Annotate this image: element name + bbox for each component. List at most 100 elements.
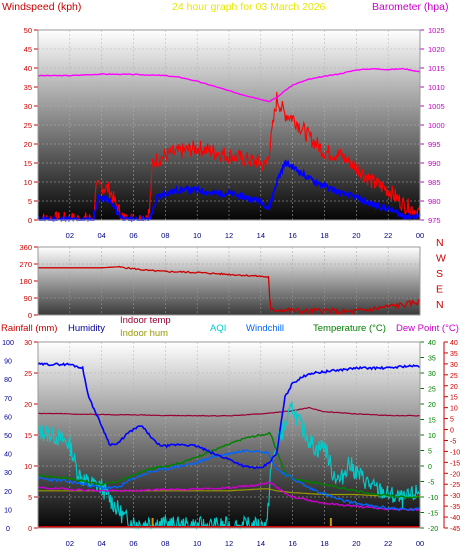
x-tick-label: 06 [129, 539, 137, 548]
series-dew-point [37, 481, 421, 512]
series-wind-average [37, 159, 421, 223]
barometer-y-axis: 975 980 985 990 995 1000 1005 1010 1015 1020 1025 [420, 26, 445, 225]
x-tick-label: 12 [225, 539, 233, 548]
legend-rainfall: Rainfall (mm) [1, 323, 57, 334]
y-tick-label: 270 [19, 260, 32, 269]
dew-tick-label: -40 [450, 515, 460, 522]
dew-tick-label: 40 [450, 340, 458, 347]
x-tick-label: 16 [288, 231, 296, 240]
dew-tick-label: 0 [450, 428, 454, 435]
dew-tick-label: 15 [450, 395, 458, 402]
temp-axes: 0102030405060708090100051015202530-20-15… [2, 340, 460, 533]
x-tick-label: 18 [320, 539, 328, 548]
temp-series [37, 362, 421, 531]
direction-series [38, 265, 421, 316]
y-tick-label: 980 [428, 197, 441, 206]
x-tick-label: 08 [161, 231, 169, 240]
dew-tick-label: 10 [450, 406, 458, 413]
y-tick-label: 1000 [428, 121, 445, 130]
y-tick-label: 1020 [428, 45, 445, 54]
humidity-tick-label: 30 [4, 470, 12, 477]
dew-tick-label: -10 [450, 449, 460, 456]
humidity-tick-label: 50 [4, 433, 12, 440]
series-barometer [37, 67, 421, 103]
compass-label: W [436, 253, 446, 265]
rain-tick-label: 0 [28, 526, 32, 533]
x-tick-label: 02 [66, 539, 74, 548]
temp-tick-label: -20 [428, 526, 438, 533]
y-tick-label: 360 [19, 243, 32, 252]
y-tick-label: 1010 [428, 83, 445, 92]
y-tick-label: 5 [28, 197, 32, 206]
humidity-tick-label: 40 [4, 452, 12, 459]
temp-tick-label: 0 [428, 464, 432, 471]
x-tick-label: 22 [384, 231, 392, 240]
y-tick-label: 10 [24, 178, 32, 187]
y-tick-label: 0 [28, 311, 32, 320]
temp-tick-label: 30 [428, 371, 436, 378]
y-tick-label: 15 [24, 159, 32, 168]
legend-indoor-hum: Indoor hum [120, 328, 168, 339]
series-wind-direction [38, 265, 421, 316]
y-tick-label: 975 [428, 216, 441, 225]
y-tick-label: 20 [24, 140, 32, 149]
rain-tick-label: 25 [24, 371, 32, 378]
humidity-tick-label: 100 [2, 340, 14, 347]
x-tick-label: 00 [416, 539, 424, 548]
humidity-tick-label: 0 [6, 526, 10, 533]
dew-tick-label: 35 [450, 351, 458, 358]
dew-tick-label: 25 [450, 373, 458, 380]
rain-tick-label: 10 [24, 464, 32, 471]
x-tick-label: 12 [225, 231, 233, 240]
direction-gridlines [38, 246, 420, 316]
dew-tick-label: -5 [450, 438, 456, 445]
y-tick-label: 1025 [428, 26, 445, 35]
x-tick-label: 10 [193, 231, 201, 240]
dew-tick-label: 5 [450, 417, 454, 424]
x-tick-label: 10 [193, 539, 201, 548]
y-tick-label: 1015 [428, 64, 445, 73]
x-tick-label: 06 [129, 231, 137, 240]
y-tick-label: 995 [428, 140, 441, 149]
y-tick-label: 0 [28, 216, 32, 225]
humidity-tick-label: 80 [4, 377, 12, 384]
temp-tick-label: -15 [428, 511, 438, 518]
x-tick-label: 14 [257, 231, 265, 240]
series-temperature [38, 432, 421, 499]
legend-aqi: AQI [210, 323, 226, 334]
rain-tick-label: 5 [28, 495, 32, 502]
temp-tick-label: 15 [428, 418, 436, 425]
x-tick-label: 08 [161, 539, 169, 548]
x-tick-label: 20 [352, 231, 360, 240]
humidity-tick-label: 20 [4, 489, 12, 496]
temp-tick-label: 40 [428, 340, 436, 347]
dew-tick-label: 30 [450, 362, 458, 369]
legend-indoor-temp: Indoor temp [120, 315, 171, 326]
y-tick-label: 25 [24, 121, 32, 130]
y-tick-label: 35 [24, 83, 32, 92]
series-aqi [37, 401, 421, 531]
dew-tick-label: -20 [450, 471, 460, 478]
windspeed-axis-label: Windspeed (kph) [2, 1, 81, 13]
legend-temperature: Temperature (°C) [313, 323, 386, 334]
temp-tick-label: 10 [428, 433, 436, 440]
x-tick-label: 22 [384, 539, 392, 548]
x-tick-label: 04 [97, 231, 105, 240]
legend-humidity: Humidity [68, 323, 105, 334]
legend-dew-point: Dew Point (°C) [396, 323, 459, 334]
wind-series [37, 67, 421, 223]
y-tick-label: 50 [24, 26, 32, 35]
x-tick-label: 16 [288, 539, 296, 548]
x-tick-label: 00 [416, 231, 424, 240]
x-tick-label: 18 [320, 231, 328, 240]
series-windchill [37, 449, 421, 512]
dew-tick-label: -25 [450, 482, 460, 489]
dew-tick-label: -15 [450, 460, 460, 467]
humidity-tick-label: 10 [4, 507, 12, 514]
y-tick-label: 985 [428, 178, 441, 187]
temp-tick-label: 20 [428, 402, 436, 409]
direction-y-axis: 0 90 180 270 360 [19, 243, 38, 320]
rain-tick-label: 30 [24, 340, 32, 347]
x-tick-label: 04 [97, 539, 105, 548]
